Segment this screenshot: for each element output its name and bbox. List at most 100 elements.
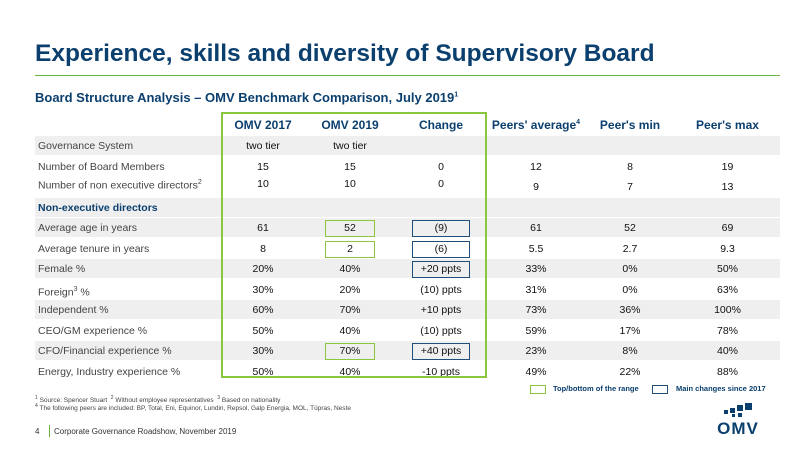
cell-omv2019: 40% (339, 263, 361, 275)
cell-avg: 12 (530, 160, 542, 173)
cell-omv2019: 70% (339, 345, 361, 357)
cell-change: (6) (434, 242, 448, 255)
row-label: Average age in years (38, 222, 138, 234)
legend-blue-swatch (652, 385, 668, 394)
cell-change: +40 ppts (420, 345, 462, 357)
header-peers-max: Peer's max (696, 118, 759, 132)
cell-avg: 33% (525, 263, 547, 275)
header-change: Change (418, 118, 463, 132)
cell-avg: 9 (533, 181, 539, 193)
cell-omv2019: 40% (339, 365, 361, 378)
cell-omv2017: 50% (252, 324, 274, 337)
cell-max: 13 (721, 181, 734, 193)
cell-min: 22% (619, 365, 641, 378)
cell-omv2017: 15 (257, 160, 269, 173)
cell-change: +20 ppts (420, 263, 462, 275)
header-omv-2017: OMV 2017 (234, 118, 292, 132)
row-label: Number of non executive directors2 (38, 179, 202, 192)
cell-change: 0 (438, 178, 444, 190)
table-row: Average tenure in years 8 2 (6) 5.5 2.7 9.3 (35, 237, 780, 258)
table-row: Non-executive directors (35, 196, 780, 217)
cell-change: (9) (434, 222, 448, 234)
footer-text: Corporate Governance Roadshow, November … (54, 427, 237, 436)
cell-min: 0% (622, 263, 638, 275)
cell-max: 40% (716, 345, 738, 357)
cell-omv2019: 10 (344, 178, 356, 190)
legend-green-label: Top/bottom of the range (553, 384, 639, 393)
cell-min (585, 136, 675, 156)
table-row: Independent % 60% 70% +10 ppts 73% 36% 100% (35, 299, 780, 319)
cell-omv2017: 30% (252, 345, 274, 357)
cell-omv2017: 20% (252, 263, 274, 275)
cell-max: 88% (716, 365, 738, 378)
legend-blue-label: Main changes since 2017 (676, 384, 766, 393)
footer-divider (49, 425, 50, 437)
footnote-line-1: 1 Source: Spencer Stuart 2 Without emplo… (35, 395, 281, 405)
cell-omv2019: 70% (339, 304, 361, 316)
row-label: Governance System (38, 140, 134, 152)
slide-title: Experience, skills and diversity of Supe… (35, 40, 655, 67)
cell-min: 8% (622, 345, 638, 357)
cell-omv2017: two tier (246, 140, 280, 152)
cell-change: -10 ppts (422, 365, 460, 378)
row-label: Female % (38, 263, 86, 275)
table-row: Number of non executive directors2 10 10 0 9… (35, 176, 780, 196)
row-label: CFO/Financial experience % (38, 345, 172, 357)
table-row: CEO/GM experience % 50% 40% (10) ppts 59% 17%… (35, 319, 780, 340)
cell-min: 17% (619, 324, 641, 337)
cell-max: 50% (716, 263, 738, 275)
cell-omv2019: 2 (347, 242, 353, 255)
cell-change (395, 136, 487, 156)
footnote-line-2: 4 The following peers are included: BP, … (35, 403, 351, 413)
cell-avg: 49% (525, 365, 547, 378)
cell-omv2017: 60% (252, 304, 274, 316)
cell-min: 36% (619, 304, 641, 316)
cell-omv2017: 61 (257, 222, 269, 234)
cell-avg: 73% (525, 304, 547, 316)
cell-min: 8 (627, 160, 633, 173)
cell-min: 7 (627, 181, 633, 193)
legend-green-swatch (530, 385, 546, 394)
cell-omv2019: 52 (344, 222, 356, 234)
header-omv-2019: OMV 2019 (321, 118, 379, 132)
table-row: Number of Board Members 15 15 0 12 8 19 (35, 155, 780, 176)
header-peers-min: Peer's min (599, 118, 661, 132)
cell-max (675, 136, 780, 156)
row-label: Average tenure in years (38, 242, 150, 255)
cell-change: 0 (438, 160, 444, 173)
table-row: Average age in years 61 52 (9) 61 52 69 (35, 217, 780, 237)
cell-omv2017: 8 (260, 242, 266, 255)
cell-avg: 59% (525, 324, 547, 337)
cell-change: (10) ppts (420, 324, 462, 337)
cell-max: 63% (716, 283, 738, 296)
row-label: Foreign3 % (38, 285, 90, 299)
cell-max: 69 (721, 222, 734, 234)
cell-change: (10) ppts (420, 283, 462, 296)
row-label: Independent % (38, 304, 109, 316)
cell-max: 9.3 (720, 242, 735, 255)
cell-omv2017: 50% (252, 365, 274, 378)
row-label: Number of Board Members (38, 160, 165, 173)
cell-change: +10 ppts (420, 304, 462, 316)
cell-omv2017: 10 (257, 178, 269, 190)
page-number: 4 (35, 427, 40, 436)
cell-avg: 23% (525, 345, 547, 357)
row-label: Non-executive directors (38, 201, 158, 214)
row-label: CEO/GM experience % (38, 324, 148, 337)
cell-omv2019: 40% (339, 324, 361, 337)
row-label: Energy, Industry experience % (38, 365, 181, 378)
title-divider (35, 75, 780, 76)
table-row: Governance System two tier two tier (35, 135, 780, 155)
table-row: Energy, Industry experience % 50% 40% -10 p… (35, 360, 780, 381)
cell-omv2019: 15 (344, 160, 356, 173)
table-row: Female % 20% 40% +20 ppts 33% 0% 50% (35, 258, 780, 278)
cell-avg: 5.5 (528, 242, 544, 255)
cell-avg: 61 (530, 222, 542, 234)
cell-avg (487, 136, 585, 156)
table-row: Foreign3 % 30% 20% (10) ppts 31% 0% 63% (35, 278, 780, 299)
cell-max: 100% (714, 304, 741, 316)
cell-omv2019: 20% (339, 283, 361, 296)
cell-max: 78% (716, 324, 738, 337)
table-row: CFO/Financial experience % 30% 70% +40 ppts… (35, 340, 780, 360)
cell-omv2017: 30% (252, 283, 274, 296)
